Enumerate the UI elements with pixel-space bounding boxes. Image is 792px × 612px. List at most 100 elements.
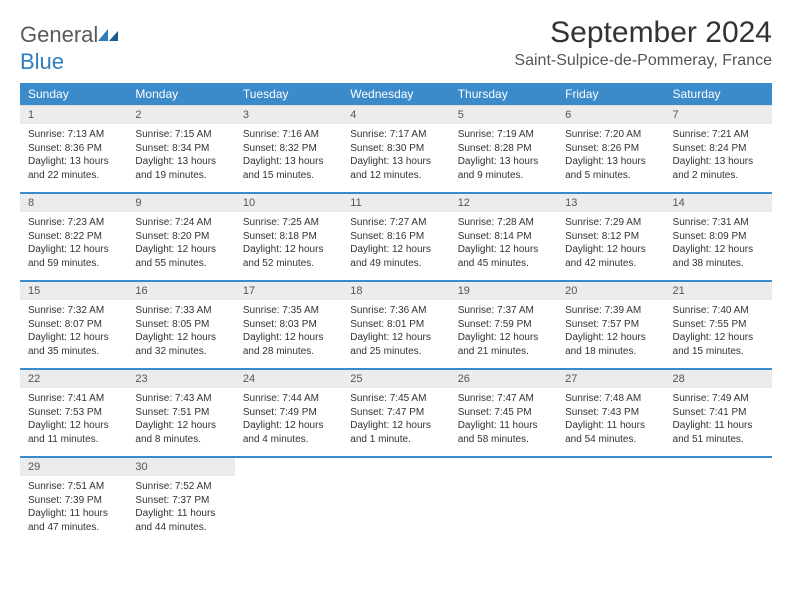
- title-block: September 2024 Saint-Sulpice-de-Pommeray…: [514, 16, 772, 70]
- day-number: 22: [20, 369, 127, 388]
- sunrise-line: Sunrise: 7:48 AM: [565, 393, 641, 404]
- sunrise-line: Sunrise: 7:51 AM: [28, 481, 104, 492]
- sunset-line: Sunset: 7:41 PM: [673, 407, 747, 418]
- day-cell: Sunrise: 7:41 AMSunset: 7:53 PMDaylight:…: [20, 388, 127, 457]
- daylight-line: Daylight: 11 hours and 51 minutes.: [673, 420, 753, 445]
- empty-cell: [342, 476, 449, 544]
- day-cell: Sunrise: 7:35 AMSunset: 8:03 PMDaylight:…: [235, 300, 342, 369]
- empty-cell: [557, 457, 664, 476]
- sunset-line: Sunset: 8:26 PM: [565, 143, 639, 154]
- day-cell: Sunrise: 7:45 AMSunset: 7:47 PMDaylight:…: [342, 388, 449, 457]
- weekday-header: Friday: [557, 83, 664, 106]
- daylight-line: Daylight: 13 hours and 2 minutes.: [673, 156, 754, 181]
- daylight-line: Daylight: 11 hours and 47 minutes.: [28, 508, 108, 533]
- sunset-line: Sunset: 8:34 PM: [135, 143, 209, 154]
- day-cell: Sunrise: 7:40 AM Sunset: 7:55 PM Daylight:…: [665, 300, 772, 369]
- weekday-header: Sunday: [20, 83, 127, 106]
- sunrise-line: Sunrise: 7:36 AM: [350, 305, 426, 316]
- day-cell: Sunrise: 7:32 AM Sunset: 8:07 PM Daylight:…: [20, 300, 127, 369]
- daylight-line: Daylight: 13 hours and 12 minutes.: [350, 156, 431, 181]
- month-title: September 2024: [514, 16, 772, 50]
- sunrise-line: Sunrise: 7:40 AM: [673, 305, 749, 316]
- logo-word2: Blue: [20, 49, 64, 74]
- day-cell: Sunrise: 7:43 AMSunset: 7:51 PMDaylight:…: [127, 388, 234, 457]
- sunset-line: Sunset: 8:14 PM: [458, 231, 532, 242]
- day-cell: Sunrise: 7:52 AMSunset: 7:37 PMDaylight:…: [127, 476, 234, 544]
- day-number: 18: [342, 281, 449, 300]
- day-number: 5: [450, 106, 557, 125]
- sunset-line: Sunset: 8:01 PM: [350, 319, 424, 330]
- sunrise-line: Sunrise: 7:35 AM: [243, 305, 319, 316]
- sunrise-line: Sunrise: 7:32 AM: [28, 305, 104, 316]
- daylight-line: Daylight: 12 hours and 35 minutes.: [28, 332, 109, 357]
- sunset-line: Sunset: 7:39 PM: [28, 495, 102, 506]
- daylight-line: Daylight: 12 hours and 1 minute.: [350, 420, 431, 445]
- sunset-line: Sunset: 7:55 PM: [673, 319, 747, 330]
- sunset-line: Sunset: 7:47 PM: [350, 407, 424, 418]
- day-number: 28: [665, 369, 772, 388]
- daylight-line: Daylight: 12 hours and 4 minutes.: [243, 420, 324, 445]
- daylight-line: Daylight: 12 hours and 59 minutes.: [28, 244, 109, 269]
- sunrise-line: Sunrise: 7:49 AM: [673, 393, 749, 404]
- sunrise-line: Sunrise: 7:29 AM: [565, 217, 641, 228]
- sunrise-line: Sunrise: 7:24 AM: [135, 217, 211, 228]
- day-cell: Sunrise: 7:17 AMSunset: 8:30 PMDaylight:…: [342, 124, 449, 193]
- day-number: 26: [450, 369, 557, 388]
- day-cell: Sunrise: 7:23 AMSunset: 8:22 PMDaylight:…: [20, 212, 127, 281]
- sunrise-line: Sunrise: 7:20 AM: [565, 129, 641, 140]
- daylight-line: Daylight: 12 hours and 55 minutes.: [135, 244, 216, 269]
- sunset-line: Sunset: 7:43 PM: [565, 407, 639, 418]
- sunrise-line: Sunrise: 7:31 AM: [673, 217, 749, 228]
- empty-cell: [665, 457, 772, 476]
- day-number: 13: [557, 193, 664, 212]
- day-cell: Sunrise: 7:28 AMSunset: 8:14 PMDaylight:…: [450, 212, 557, 281]
- empty-cell: [557, 476, 664, 544]
- sunrise-line: Sunrise: 7:19 AM: [458, 129, 534, 140]
- day-number: 25: [342, 369, 449, 388]
- sunrise-line: Sunrise: 7:43 AM: [135, 393, 211, 404]
- daylight-line: Daylight: 12 hours and 15 minutes.: [673, 332, 754, 357]
- day-number: 1: [20, 106, 127, 125]
- day-number: 7: [665, 106, 772, 125]
- day-cell: Sunrise: 7:51 AM Sunset: 7:39 PM Daylight:…: [20, 476, 127, 544]
- daylight-line: Daylight: 12 hours and 52 minutes.: [243, 244, 324, 269]
- sunset-line: Sunset: 7:53 PM: [28, 407, 102, 418]
- empty-cell: [342, 457, 449, 476]
- day-cell: Sunrise: 7:27 AM Sunset: 8:16 PM Daylight:…: [342, 212, 449, 281]
- day-number: 21: [665, 281, 772, 300]
- sunset-line: Sunset: 8:18 PM: [243, 231, 317, 242]
- sunset-line: Sunset: 8:32 PM: [243, 143, 317, 154]
- day-number: 15: [20, 281, 127, 300]
- daylight-line: Daylight: 12 hours and 42 minutes.: [565, 244, 646, 269]
- day-cell: Sunrise: 7:36 AM Sunset: 8:01 PM Daylight:…: [342, 300, 449, 369]
- weekday-header: Wednesday: [342, 83, 449, 106]
- logo: General Blue: [20, 16, 120, 75]
- sunset-line: Sunset: 7:49 PM: [243, 407, 317, 418]
- calendar-table: SundayMondayTuesdayWednesdayThursdayFrid…: [20, 83, 772, 544]
- sunrise-line: Sunrise: 7:37 AM: [458, 305, 534, 316]
- sunset-line: Sunset: 8:07 PM: [28, 319, 102, 330]
- sunset-line: Sunset: 8:16 PM: [350, 231, 424, 242]
- sunrise-line: Sunrise: 7:41 AM: [28, 393, 104, 404]
- empty-cell: [450, 476, 557, 544]
- daylight-line: Daylight: 12 hours and 49 minutes.: [350, 244, 431, 269]
- empty-cell: [235, 476, 342, 544]
- day-number: 11: [342, 193, 449, 212]
- daylight-line: Daylight: 12 hours and 25 minutes.: [350, 332, 431, 357]
- day-cell: Sunrise: 7:16 AMSunset: 8:32 PMDaylight:…: [235, 124, 342, 193]
- day-number: 29: [20, 457, 127, 476]
- day-cell: Sunrise: 7:15 AMSunset: 8:34 PMDaylight:…: [127, 124, 234, 193]
- weekday-header: Monday: [127, 83, 234, 106]
- empty-cell: [235, 457, 342, 476]
- day-number: 14: [665, 193, 772, 212]
- day-number: 24: [235, 369, 342, 388]
- day-number: 12: [450, 193, 557, 212]
- day-cell: Sunrise: 7:21 AMSunset: 8:24 PMDaylight:…: [665, 124, 772, 193]
- daylight-line: Daylight: 11 hours and 44 minutes.: [135, 508, 215, 533]
- sunrise-line: Sunrise: 7:27 AM: [350, 217, 426, 228]
- daylight-line: Daylight: 12 hours and 45 minutes.: [458, 244, 539, 269]
- day-cell: Sunrise: 7:47 AMSunset: 7:45 PMDaylight:…: [450, 388, 557, 457]
- day-cell: Sunrise: 7:24 AMSunset: 8:20 PMDaylight:…: [127, 212, 234, 281]
- sunset-line: Sunset: 8:03 PM: [243, 319, 317, 330]
- logo-flag-icon: [98, 23, 120, 49]
